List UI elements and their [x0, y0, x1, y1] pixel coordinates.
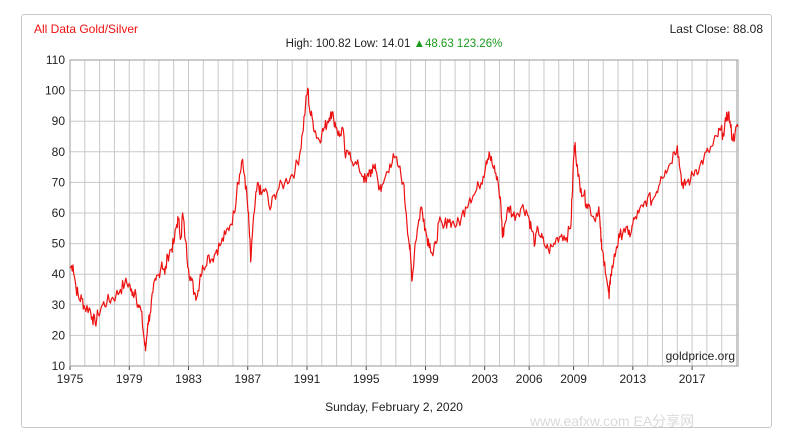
x-tick-label: 1987	[234, 372, 261, 386]
series-group	[69, 87, 739, 352]
watermark: www.eafxw.com EA分享网	[530, 413, 695, 429]
x-tick-label: 1975	[57, 372, 84, 386]
stats-line: High: 100.82 Low: 14.01 ▲48.63 123.26%	[0, 38, 788, 50]
change-label: ▲48.63 123.26%	[413, 38, 503, 50]
x-tick-label: 1999	[412, 372, 439, 386]
y-tick-label: 70	[52, 175, 66, 189]
series-line	[69, 87, 739, 352]
x-tick-label: 2009	[560, 372, 587, 386]
high-low-label: High: 100.82 Low: 14.01	[285, 38, 411, 50]
y-tick-labels: 10 20 30 40 50 60 70 80 90 100 110	[45, 53, 65, 373]
last-close-label: Last Close: 88.08	[669, 22, 763, 36]
y-tick-label: 50	[52, 237, 66, 251]
x-tick-label: 2003	[471, 372, 498, 386]
chart-date: Sunday, February 2, 2020	[325, 400, 463, 414]
x-tick-label: 1983	[175, 372, 202, 386]
x-tick-label: 1979	[116, 372, 143, 386]
y-tick-label: 60	[52, 206, 66, 220]
x-tick-labels: 1975 1979 1983 1987 1991 1995 1999 2003 2006 2009…	[57, 372, 706, 386]
plot-border	[69, 59, 739, 367]
source-annotation: goldprice.org	[666, 349, 735, 363]
x-tick-label: 2006	[516, 372, 543, 386]
y-tick-label: 100	[45, 84, 65, 98]
y-tick-label: 80	[52, 145, 66, 159]
x-tick-label: 1995	[353, 372, 380, 386]
y-tick-label: 20	[52, 328, 66, 342]
chart-frame	[21, 14, 772, 428]
y-tick-label: 10	[52, 359, 66, 373]
x-tick-label: 1991	[294, 372, 321, 386]
y-tick-label: 30	[52, 298, 66, 312]
chart-axes	[69, 59, 739, 370]
y-tick-label: 90	[52, 114, 66, 128]
y-tick-label: 40	[52, 267, 66, 281]
x-tick-label: 2013	[619, 372, 646, 386]
y-tick-label: 110	[46, 53, 65, 67]
x-tick-label: 2017	[679, 372, 706, 386]
chart-title: All Data Gold/Silver	[34, 22, 139, 36]
